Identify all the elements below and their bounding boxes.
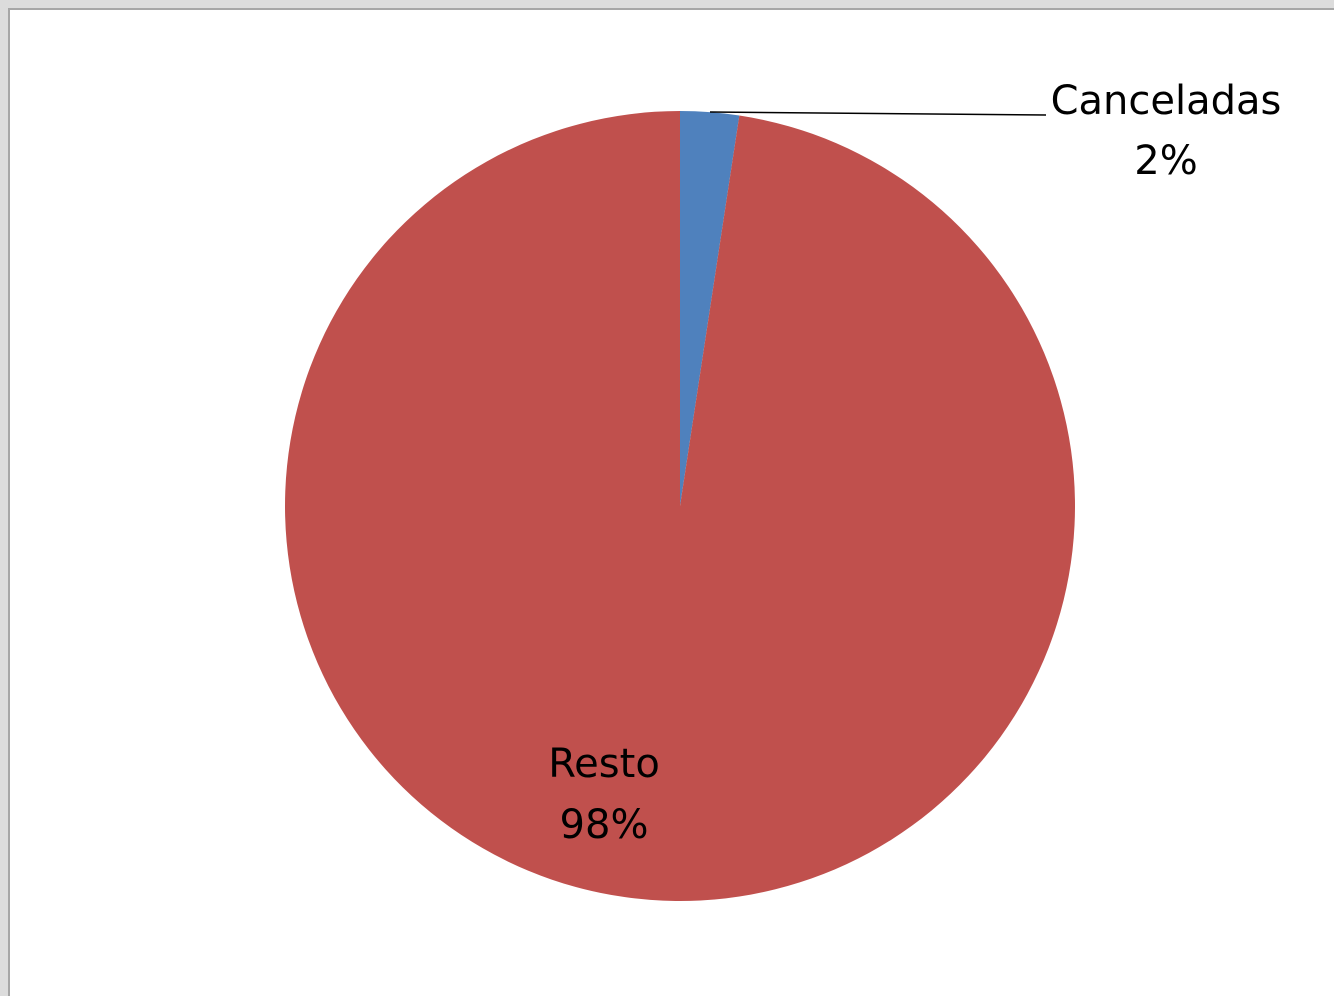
canceladas-leader-line (709, 111, 1047, 116)
pie-slice-canceladas (680, 111, 740, 506)
resto-percent-label: 98% (560, 802, 649, 848)
pie-slices (285, 111, 1075, 901)
pie-slice-resto (285, 111, 1075, 901)
canceladas-name-label: Canceladas (1051, 78, 1282, 124)
canceladas-percent-label: 2% (1134, 138, 1197, 184)
resto-name-label: Resto (548, 741, 660, 787)
